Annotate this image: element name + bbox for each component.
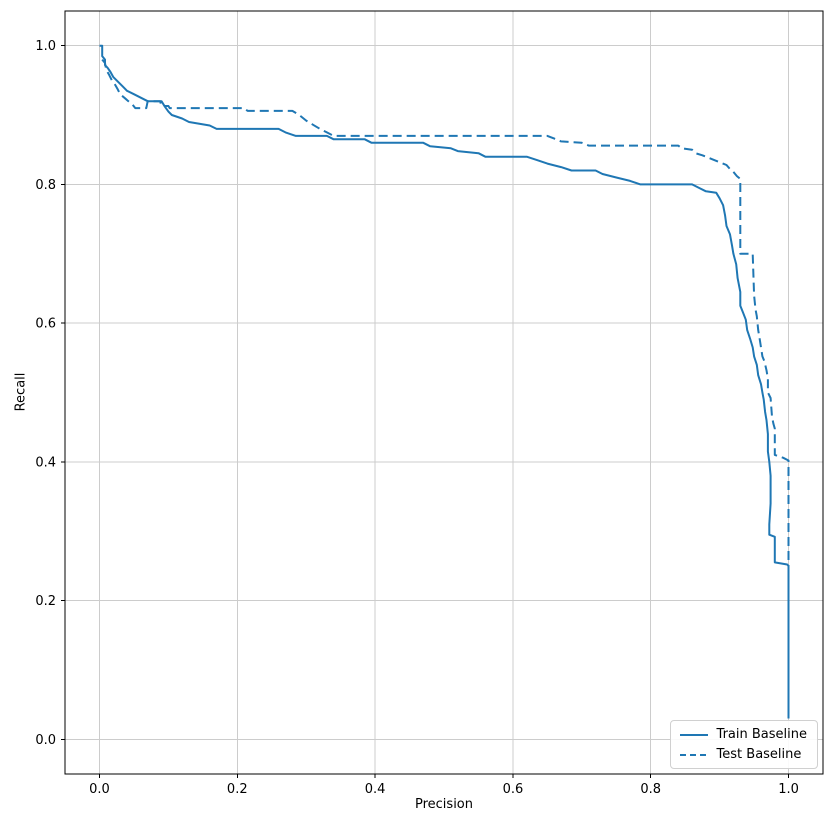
y-tick-label: 1.0	[35, 39, 56, 54]
y-tick-label: 0.4	[35, 455, 56, 470]
train-baseline-line-swatch	[679, 733, 708, 736]
x-tick-label: 0.4	[365, 782, 386, 797]
y-tick-label: 0.0	[35, 733, 56, 748]
legend-label-train-baseline: Train Baseline	[716, 727, 807, 742]
x-tick-label: 1.0	[778, 782, 799, 797]
series-line-train-baseline	[99, 44, 790, 719]
test-baseline-line-swatch	[679, 753, 708, 756]
legend-label-test-baseline: Test Baseline	[716, 747, 802, 762]
x-tick-label: 0.2	[227, 782, 248, 797]
y-tick-label: 0.2	[35, 594, 56, 609]
y-tick-label: 0.6	[35, 317, 56, 332]
x-tick-label: 0.0	[89, 782, 110, 797]
legend-item-train-baseline: Train Baseline	[679, 727, 807, 742]
x-axis-title: Precision	[414, 797, 474, 812]
legend: Train Baseline Test Baseline	[669, 720, 818, 769]
series-line-test-baseline	[101, 58, 790, 566]
y-axis-title: Recall	[13, 372, 29, 412]
x-tick-label: 0.8	[640, 782, 661, 797]
y-tick-label: 0.8	[35, 178, 56, 193]
x-tick-label: 0.6	[503, 782, 524, 797]
axes-frame	[64, 10, 824, 775]
legend-item-test-baseline: Test Baseline	[679, 747, 807, 762]
